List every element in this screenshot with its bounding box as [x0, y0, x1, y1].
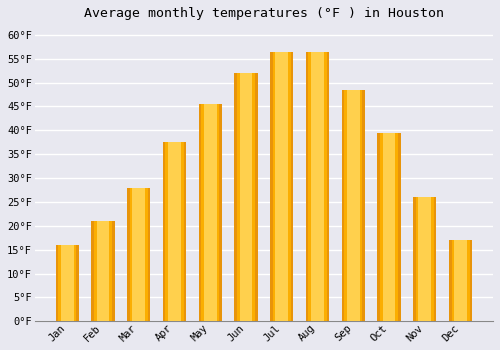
Bar — [163, 142, 186, 321]
Bar — [413, 197, 436, 321]
Bar — [240, 73, 252, 321]
Bar — [96, 221, 110, 321]
Bar — [452, 240, 469, 321]
Bar — [272, 51, 291, 321]
Bar — [378, 133, 400, 321]
Bar — [308, 51, 326, 321]
Bar — [416, 197, 434, 321]
Bar — [127, 188, 150, 321]
Bar — [234, 73, 258, 321]
Bar — [270, 51, 293, 321]
Bar — [347, 90, 360, 321]
Bar — [449, 240, 472, 321]
Bar — [58, 245, 76, 321]
Bar — [204, 104, 216, 321]
Bar — [132, 188, 145, 321]
Bar — [382, 133, 396, 321]
Bar — [130, 188, 148, 321]
Bar — [454, 240, 467, 321]
Bar — [344, 90, 362, 321]
Bar — [201, 104, 220, 321]
Bar — [418, 197, 431, 321]
Title: Average monthly temperatures (°F ) in Houston: Average monthly temperatures (°F ) in Ho… — [84, 7, 444, 20]
Bar — [94, 221, 112, 321]
Bar — [198, 104, 222, 321]
Bar — [311, 51, 324, 321]
Bar — [380, 133, 398, 321]
Bar — [56, 245, 79, 321]
Bar — [276, 51, 288, 321]
Bar — [168, 142, 181, 321]
Bar — [306, 51, 329, 321]
Bar — [166, 142, 184, 321]
Bar — [61, 245, 74, 321]
Bar — [342, 90, 365, 321]
Bar — [237, 73, 255, 321]
Bar — [92, 221, 114, 321]
